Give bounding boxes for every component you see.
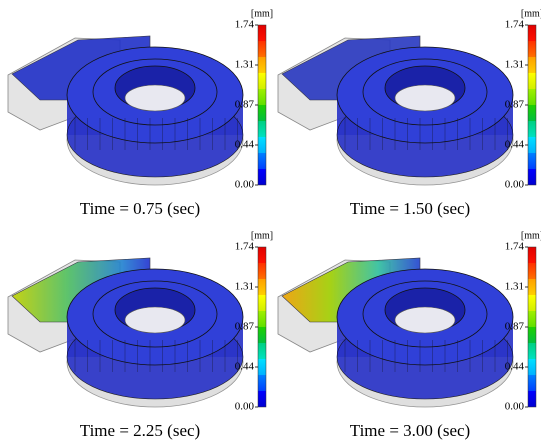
colorbar-tick-label: 0.44 [235, 139, 255, 151]
colorbar-tick-label: 0.44 [505, 139, 525, 151]
colorbar-tick-label: 1.31 [235, 281, 254, 293]
colorbar-tick-label: 0.44 [235, 361, 255, 373]
hole-floor [395, 307, 455, 333]
caption: Time = 1.50 (sec) [350, 199, 470, 218]
colorbar-unit: [mm] [251, 8, 273, 19]
colorbar-tick-label: 0.00 [505, 179, 525, 191]
hole-floor [395, 85, 455, 111]
colorbar-tick-label: 1.74 [235, 19, 255, 31]
colorbar [258, 25, 266, 185]
colorbar-tick-label: 1.74 [505, 241, 525, 253]
colorbar-tick-label: 1.31 [235, 59, 254, 71]
colorbar-tick-label: 1.74 [505, 19, 525, 31]
caption: Time = 2.25 (sec) [80, 421, 200, 440]
hole-floor [125, 307, 185, 333]
colorbar-unit: [mm] [251, 230, 273, 241]
colorbar-tick-label: 0.44 [505, 361, 525, 373]
hole-floor [125, 85, 185, 111]
colorbar-tick-label: 1.74 [235, 241, 255, 253]
colorbar-tick-label: 0.87 [235, 321, 255, 333]
panel: [mm]1.74 1.31 0.87 0.44 0.00 Time = 2.25 (sec… [8, 230, 273, 440]
caption: Time = 0.75 (sec) [80, 199, 200, 218]
colorbar [528, 25, 536, 185]
colorbar-tick-label: 0.87 [235, 99, 255, 111]
colorbar-tick-label: 0.87 [505, 321, 525, 333]
colorbar-tick-label: 1.31 [505, 281, 524, 293]
colorbar-tick-label: 0.00 [235, 179, 255, 191]
colorbar-tick-label: 0.00 [235, 401, 255, 413]
colorbar-tick-label: 0.87 [505, 99, 525, 111]
colorbar [258, 247, 266, 407]
colorbar-tick-label: 0.00 [505, 401, 525, 413]
caption: Time = 3.00 (sec) [350, 421, 470, 440]
figure: [mm]1.741.310.870.440.00Time = 0.75 (sec… [0, 0, 541, 441]
colorbar-tick-label: 1.31 [505, 59, 524, 71]
panel: [mm]1.74 1.31 0.87 0.44 0.00 Time = 0.75 (sec… [8, 8, 273, 218]
colorbar [528, 247, 536, 407]
